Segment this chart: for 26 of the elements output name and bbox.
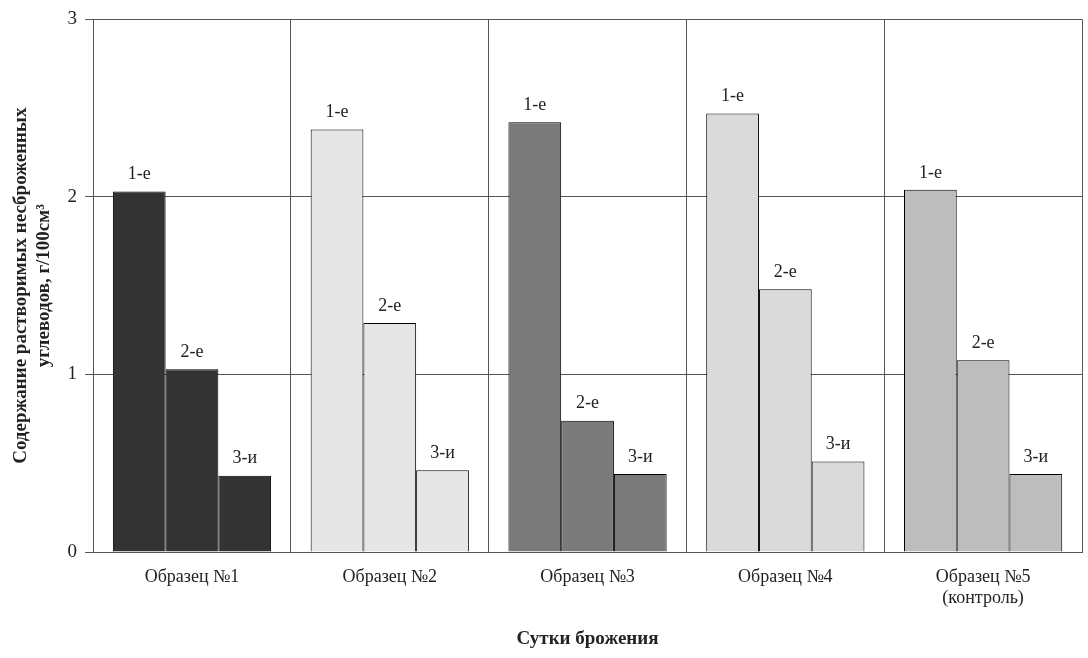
text: 2-е [773, 260, 797, 281]
x-tick-label: Образец №5 (контроль) [935, 565, 1031, 609]
text: 3-и [627, 445, 653, 466]
x-tick-label: Образец №1 [144, 565, 240, 586]
text: 1-е [325, 101, 349, 122]
x-axis-title: Сутки брожения [516, 626, 659, 648]
y-tick-label: 1 [67, 362, 78, 384]
y-axis-title: Содержание растворимых несброженных углеводов, г/100см³ [9, 107, 54, 464]
text: 3-и [1023, 445, 1049, 466]
text: 3-и [825, 433, 851, 454]
series-label: 2-е [180, 340, 204, 361]
text: 1-е [523, 94, 547, 115]
text: 2-е [971, 332, 995, 352]
text: 1-е [127, 163, 151, 184]
text: 2-е [378, 294, 402, 315]
y-tick-label: 0 [67, 539, 78, 561]
x-tick-label: Образец №3 [540, 565, 635, 586]
x-tick-label: Образец №4 [738, 565, 833, 586]
series-label: 1-е [721, 85, 745, 106]
text: 3-и [430, 442, 455, 463]
x-tick-label: Образец №2 [342, 565, 438, 586]
text: 1-е [918, 161, 942, 182]
y-tick-label: 3 [67, 7, 78, 29]
y-tick-label: 2 [67, 184, 78, 206]
text: 2-е [576, 392, 600, 413]
series-label: 3-и [232, 447, 258, 468]
